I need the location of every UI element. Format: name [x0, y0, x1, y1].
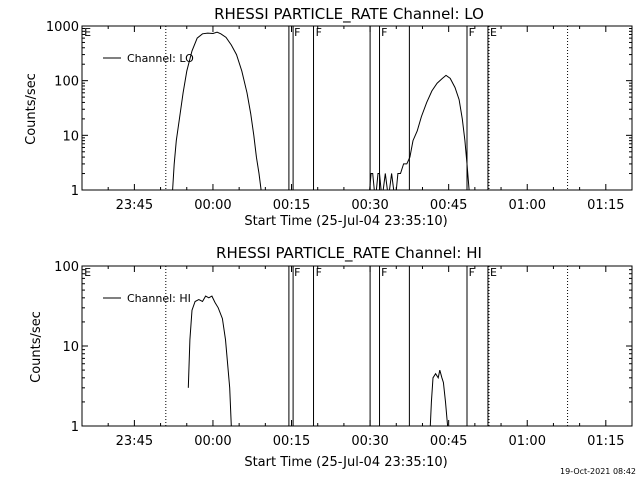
legend: Channel: HI: [103, 292, 191, 305]
x-tick-label: 23:45: [116, 198, 153, 213]
x-axis-label: Start Time (25-Jul-04 23:35:10): [244, 214, 447, 229]
plot-frame: [81, 25, 633, 191]
flag-label: F: [469, 26, 475, 39]
bottom-panel: RHESSI PARTICLE_RATE Channel: HI Counts/…: [29, 244, 633, 470]
x-tick-label: 00:00: [194, 198, 231, 213]
x-tick-label: 23:45: [116, 434, 153, 449]
x-tick-label: 00:45: [430, 434, 467, 449]
plot-frame: [81, 265, 633, 427]
x-tick-label: 00:30: [351, 434, 388, 449]
series-line: [172, 31, 262, 191]
chart-title: RHESSI PARTICLE_RATE Channel: HI: [216, 244, 482, 263]
series-line: [187, 295, 232, 427]
flag-label: F: [381, 26, 387, 39]
legend: Channel: LO: [103, 52, 194, 65]
y-tick-label: 100: [54, 260, 79, 275]
flag-label: F: [316, 266, 322, 279]
series-line: [429, 369, 449, 427]
flag-label: E: [490, 26, 497, 39]
series-line: [369, 74, 470, 191]
flag-label: F: [469, 266, 475, 279]
flag-label: F: [294, 26, 300, 39]
x-tick-label: 00:15: [273, 434, 310, 449]
flag-label: F: [316, 26, 322, 39]
y-tick-label: 1: [71, 420, 79, 435]
x-tick-label: 00:00: [194, 434, 231, 449]
chart-title: RHESSI PARTICLE_RATE Channel: LO: [214, 5, 484, 24]
legend-label: Channel: HI: [127, 292, 191, 305]
y-tick-label: 10: [62, 340, 79, 355]
flag-label: F: [294, 266, 300, 279]
top-panel: RHESSI PARTICLE_RATE Channel: LO Counts/…: [24, 5, 633, 229]
x-tick-label: 00:30: [351, 198, 388, 213]
y-tick-label: 10: [62, 129, 79, 144]
x-tick-label: 01:00: [509, 198, 546, 213]
x-tick-label: 01:15: [587, 434, 624, 449]
y-axis-label: Counts/sec: [24, 73, 39, 145]
x-tick-label: 00:45: [430, 198, 467, 213]
y-tick-label: 1000: [46, 20, 79, 35]
flag-label: E: [490, 266, 497, 279]
timestamp: 19-Oct-2021 08:42: [560, 467, 636, 476]
flag-label: E: [84, 26, 91, 39]
x-tick-label: 01:00: [509, 434, 546, 449]
y-axis-label: Counts/sec: [29, 311, 44, 383]
y-tick-label: 1: [71, 184, 79, 199]
x-tick-label: 00:15: [273, 198, 310, 213]
x-axis-label: Start Time (25-Jul-04 23:35:10): [244, 455, 447, 470]
legend-label: Channel: LO: [127, 52, 194, 65]
flag-label: F: [381, 266, 387, 279]
x-tick-label: 01:15: [587, 198, 624, 213]
flag-label: E: [84, 266, 91, 279]
y-tick-label: 100: [54, 75, 79, 90]
